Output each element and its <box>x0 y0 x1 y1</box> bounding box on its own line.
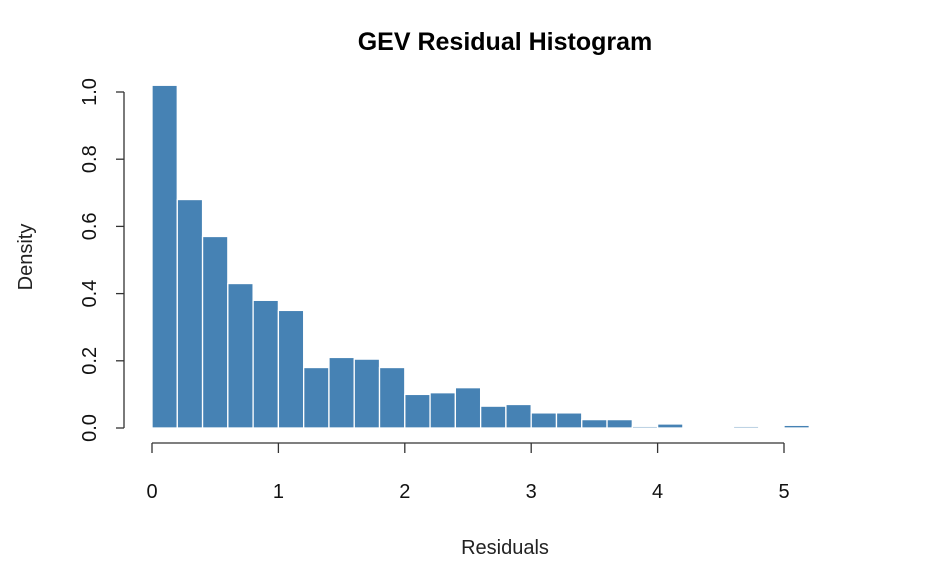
histogram-bar <box>555 412 583 429</box>
histogram-bar <box>201 235 229 429</box>
y-tick-label: 0.0 <box>79 414 101 442</box>
histogram-bar <box>732 425 760 429</box>
bars-group <box>151 84 810 429</box>
histogram-bar <box>277 309 305 429</box>
histogram-bar <box>151 84 178 429</box>
x-axis: 0 1 2 3 4 5 <box>146 442 790 503</box>
histogram-bar <box>378 366 406 429</box>
y-tick-label: 0.8 <box>79 145 101 173</box>
chart-title: GEV Residual Histogram <box>358 28 653 56</box>
histogram-bar <box>176 198 204 429</box>
histogram-bar <box>530 412 558 429</box>
histogram-bar <box>581 418 608 429</box>
x-tick-label: 5 <box>778 481 789 503</box>
x-tick-label: 2 <box>399 481 410 503</box>
x-tick-label: 3 <box>526 481 537 503</box>
histogram-bar <box>429 392 457 429</box>
histogram-bar <box>303 366 330 429</box>
histogram-bar <box>328 356 355 429</box>
y-axis: 0.0 0.2 0.4 0.6 0.8 1.0 <box>79 78 125 442</box>
histogram-bar <box>505 403 532 429</box>
x-tick-label: 4 <box>652 481 663 503</box>
y-tick-label: 1.0 <box>79 78 101 106</box>
histogram-bar <box>631 425 659 429</box>
y-axis-label: Density <box>15 224 37 291</box>
x-tick-label: 0 <box>146 481 157 503</box>
y-tick-label: 0.2 <box>79 347 101 375</box>
y-tick-label: 0.4 <box>79 280 101 308</box>
histogram-bar <box>353 358 381 429</box>
x-axis-label: Residuals <box>461 537 549 559</box>
histogram-bar <box>454 387 482 429</box>
y-tick-label: 0.6 <box>79 212 101 240</box>
histogram-bar <box>252 299 280 429</box>
histogram-bar <box>404 393 431 429</box>
x-tick-label: 1 <box>273 481 284 503</box>
histogram-bar <box>606 418 633 429</box>
histogram-bar <box>479 405 507 429</box>
histogram-bar <box>227 282 254 429</box>
histogram-bar <box>656 423 684 429</box>
histogram-bar <box>783 424 810 429</box>
